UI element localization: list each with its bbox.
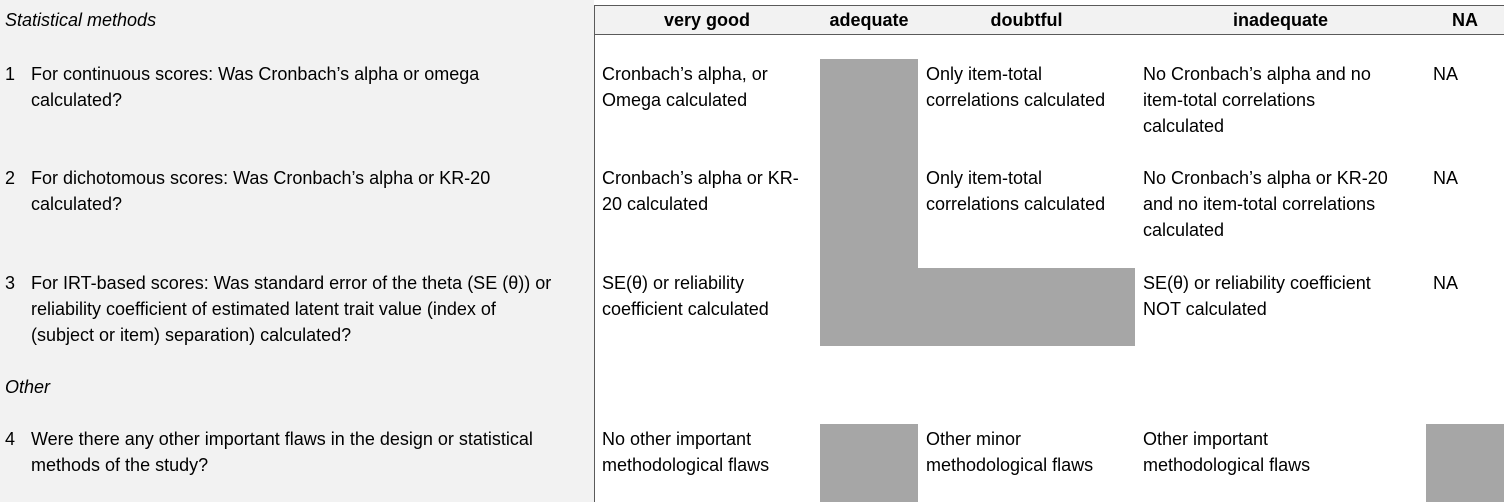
question-text: For continuous scores: Was Cronbach’s al…	[31, 64, 480, 110]
very-good-cell: Cronbach’s alpha or KR- 20 calculated	[602, 168, 799, 214]
section-title: Statistical methods	[5, 10, 157, 30]
doubtful-cell: Other minor methodological flaws	[926, 429, 1094, 475]
row-number: 4	[5, 429, 16, 449]
header-adequate: adequate	[829, 10, 909, 30]
header-very-good: very good	[663, 10, 751, 30]
header-na: NA	[1452, 10, 1478, 30]
doubtful-cell: Only item-total correlations calculated	[926, 64, 1106, 110]
very-good-cell: SE(θ) or reliability coefficient calcula…	[602, 273, 769, 319]
question-text: For dichotomous scores: Was Cronbach’s a…	[31, 168, 491, 214]
na-cell: NA	[1433, 273, 1459, 293]
inadequate-cell: No Cronbach’s alpha or KR-20 and no item…	[1143, 168, 1388, 240]
section-title-other: Other	[5, 377, 51, 397]
inadequate-cell: No Cronbach’s alpha and no item-total co…	[1143, 64, 1371, 136]
na-gray-block-row4	[1426, 424, 1504, 502]
na-cell: NA	[1433, 168, 1459, 188]
doubtful-gray-block	[918, 268, 1135, 346]
question-text: Were there any other important flaws in …	[31, 429, 533, 475]
very-good-cell: No other important methodological flaws	[602, 429, 770, 475]
row-number: 2	[5, 168, 16, 188]
question-text: For IRT-based scores: Was standard error…	[31, 273, 552, 345]
inadequate-cell: SE(θ) or reliability coefficient NOT cal…	[1143, 273, 1371, 319]
question-column-background	[0, 0, 594, 502]
header-inadequate: inadequate	[1232, 10, 1329, 30]
row-number: 1	[5, 64, 16, 84]
adequate-gray-block-row4	[820, 424, 918, 502]
header-doubtful: doubtful	[990, 10, 1063, 30]
doubtful-cell: Only item-total correlations calculated	[926, 168, 1106, 214]
inadequate-cell: Other important methodological flaws	[1143, 429, 1311, 475]
na-cell: NA	[1433, 64, 1459, 84]
row-number: 3	[5, 273, 16, 293]
very-good-cell: Cronbach’s alpha, or Omega calculated	[602, 64, 768, 110]
header-row-background	[594, 5, 1504, 35]
column-divider	[594, 5, 595, 502]
adequate-gray-block	[820, 59, 918, 346]
